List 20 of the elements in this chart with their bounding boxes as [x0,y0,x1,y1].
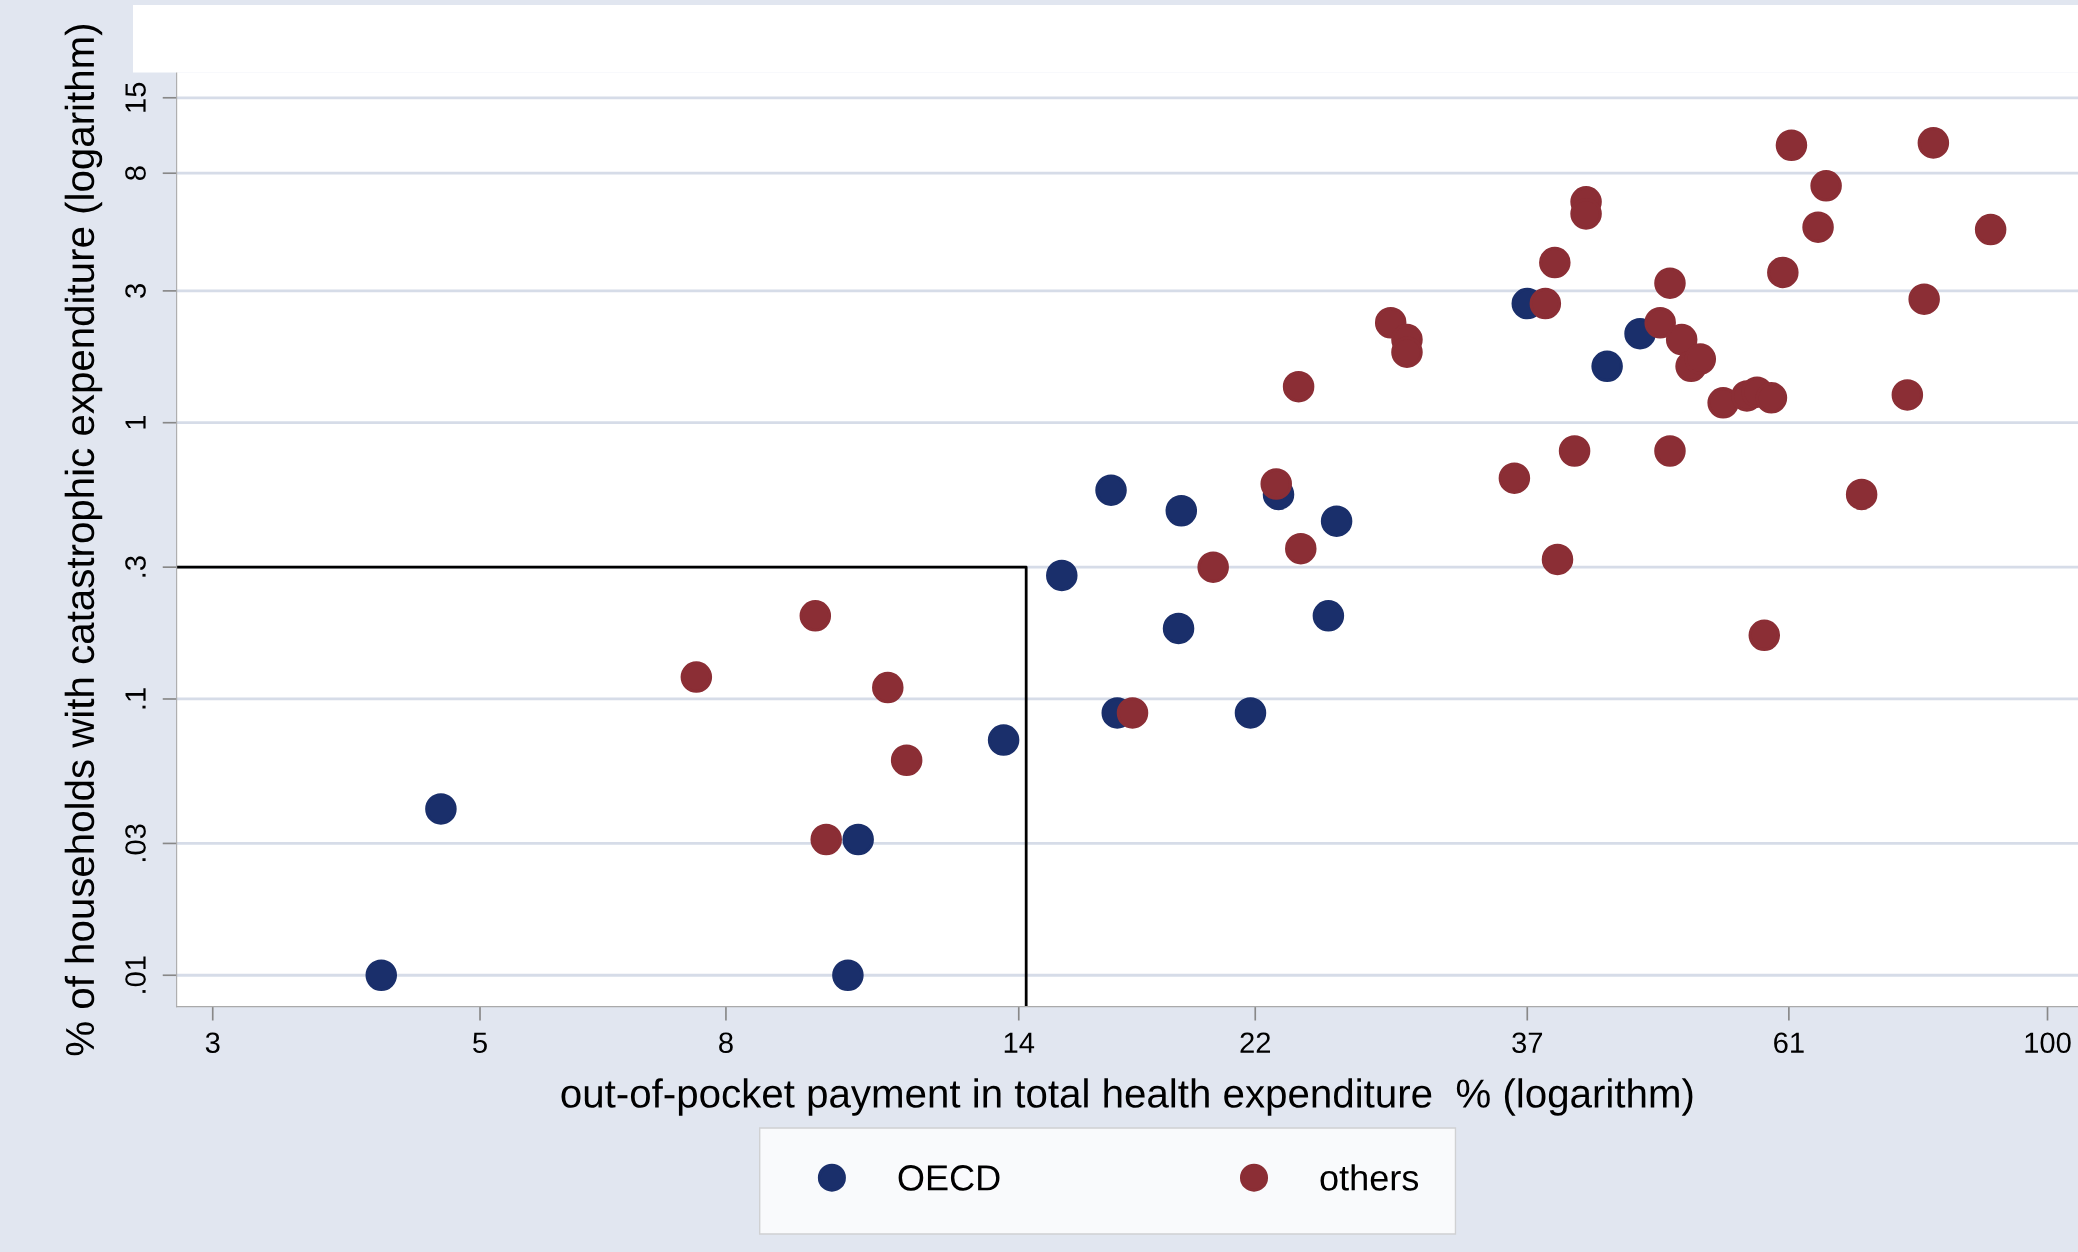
x-tick-label: 8 [719,1032,733,1054]
x-tick-label: 5 [473,1032,487,1054]
y-tick-label: 8 [125,166,146,181]
y-tick-label: 3 [125,284,146,298]
y-tick-label: .1 [125,688,146,709]
x-tick-label: 100 [2025,1032,2071,1054]
x-tick-label: 61 [1774,1032,1804,1054]
legend-label: others [1320,1164,1419,1191]
y-axis-title: % of households with catastrophic expenditure (logarithm) [64,24,103,1056]
x-tick-label: 37 [1512,1032,1543,1054]
y-tick-label: .3 [125,556,146,577]
y-tick-label: .03 [125,824,146,862]
y-tick-label: 1 [125,416,146,429]
x-tick-label: 14 [1004,1032,1035,1053]
y-tick-label: .01 [125,956,146,993]
x-tick-label: 3 [205,1032,220,1054]
legend-label: OECD [898,1165,1000,1191]
x-tick-label: 22 [1240,1032,1271,1053]
y-tick-label: 15 [125,82,146,112]
x-axis-title: out-of-pocket payment in total health expenditure % (logarithm) [561,1078,1693,1116]
